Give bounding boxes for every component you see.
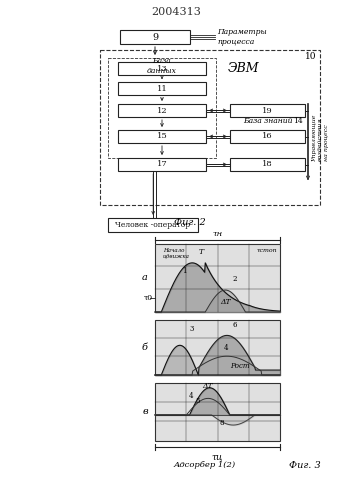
Text: 6: 6 <box>233 320 237 329</box>
Text: 1: 1 <box>183 266 187 274</box>
Text: 16: 16 <box>262 133 273 141</box>
Bar <box>108 58 216 158</box>
Bar <box>120 30 190 44</box>
Text: б: б <box>142 343 148 352</box>
Bar <box>118 130 206 143</box>
Bar <box>155 244 280 312</box>
Text: Управляющие
воздействия
на процесс: Управляющие воздействия на процесс <box>312 114 329 161</box>
Text: 2: 2 <box>233 275 237 283</box>
Text: τн: τн <box>213 230 222 238</box>
Text: τстоп: τстоп <box>256 248 277 253</box>
Text: 9: 9 <box>152 32 158 41</box>
Bar <box>118 158 206 171</box>
Bar <box>230 104 305 117</box>
Text: 4: 4 <box>224 344 228 352</box>
Text: 12: 12 <box>157 106 167 114</box>
Text: 18: 18 <box>262 161 273 169</box>
Bar <box>118 82 206 95</box>
Text: База знаний: База знаний <box>243 117 292 125</box>
Text: а: а <box>142 273 148 282</box>
Text: τ0: τ0 <box>144 294 153 302</box>
Text: в: в <box>142 408 148 417</box>
Text: 13: 13 <box>157 64 167 72</box>
Text: 8: 8 <box>220 419 225 427</box>
Text: 5: 5 <box>195 397 199 405</box>
Text: 15: 15 <box>157 133 167 141</box>
Bar <box>230 130 305 143</box>
Text: 10: 10 <box>305 51 316 60</box>
Text: 2004313: 2004313 <box>151 7 201 17</box>
Text: Фиг. 3: Фиг. 3 <box>289 461 321 470</box>
Text: 11: 11 <box>157 84 167 92</box>
Text: ЭВМ: ЭВМ <box>227 61 259 74</box>
Text: τц: τц <box>212 452 223 461</box>
Text: 3: 3 <box>190 325 195 333</box>
Text: 19: 19 <box>262 106 273 114</box>
Bar <box>230 158 305 171</box>
Text: ΔT: ΔT <box>203 382 213 390</box>
Text: 4: 4 <box>189 392 193 400</box>
Text: Человек -оператор: Человек -оператор <box>115 221 191 229</box>
Bar <box>118 104 206 117</box>
Bar <box>155 320 280 375</box>
Text: T: T <box>199 248 204 256</box>
Bar <box>118 62 206 75</box>
Bar <box>108 218 198 232</box>
Bar <box>100 50 320 205</box>
Text: 17: 17 <box>157 161 167 169</box>
Text: Фиг. 2: Фиг. 2 <box>174 218 206 227</box>
Text: Начало
цдвижка: Начало цдвижка <box>163 248 190 259</box>
Text: База
данных: База данных <box>147 57 177 74</box>
Text: ΔT: ΔT <box>220 298 231 306</box>
Text: Pост: Pост <box>230 362 250 370</box>
Text: Адсорбер 1(2): Адсорбер 1(2) <box>174 461 236 469</box>
Text: Параметры
процесса: Параметры процесса <box>217 28 267 45</box>
Text: 14: 14 <box>293 117 303 125</box>
Bar <box>155 383 280 441</box>
